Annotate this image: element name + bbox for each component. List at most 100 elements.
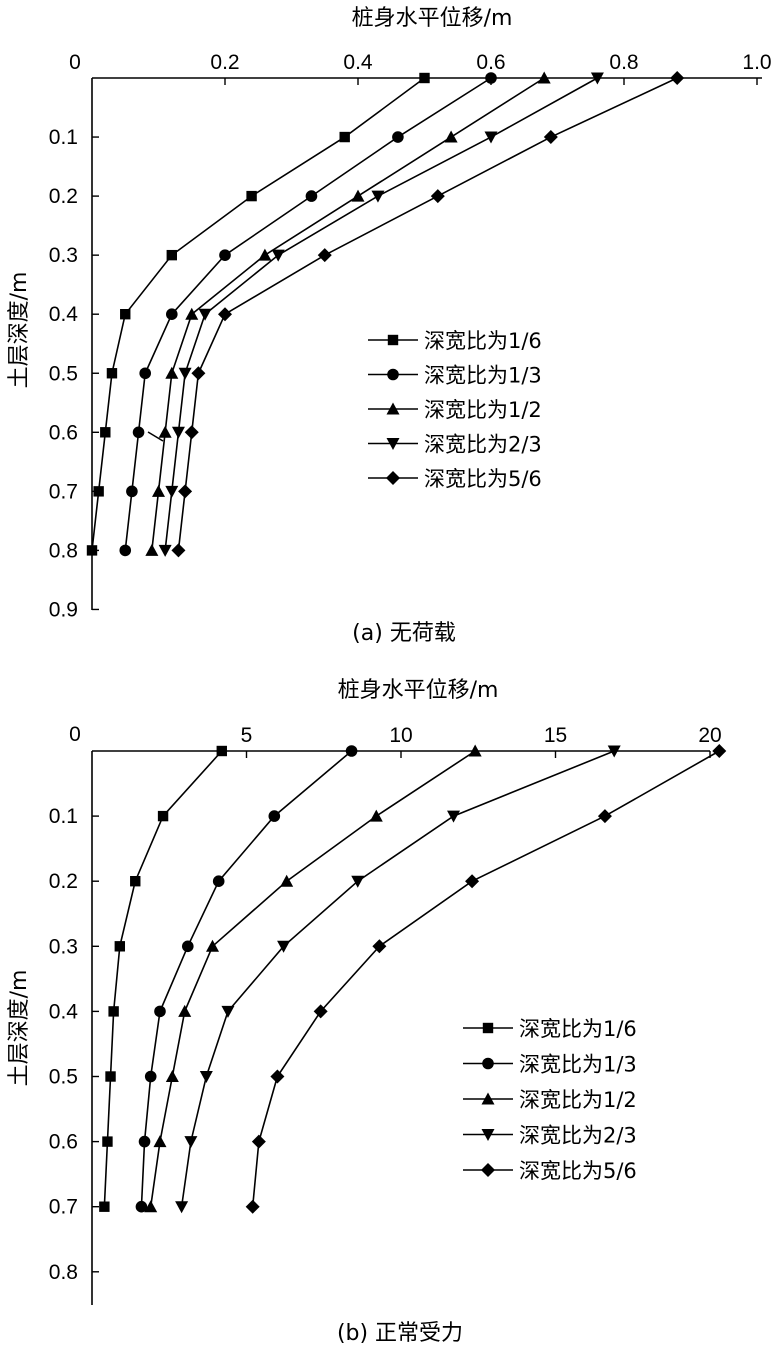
legend-label: 深宽比为2/3 bbox=[519, 1124, 637, 1148]
legend-item: 深宽比为5/6 bbox=[368, 467, 542, 491]
data-point bbox=[218, 307, 232, 322]
data-point bbox=[345, 745, 358, 757]
data-point bbox=[130, 876, 141, 887]
data-point bbox=[369, 809, 383, 822]
legend-label: 深宽比为1/2 bbox=[519, 1088, 637, 1112]
data-point bbox=[305, 190, 318, 202]
chart-b-legend: 深宽比为1/6 深宽比为1/3 深宽比为1/2 深宽比为2/3 深宽比为5/6 bbox=[463, 1017, 637, 1183]
data-point bbox=[277, 940, 291, 953]
chart-b-series bbox=[99, 744, 727, 1214]
data-point bbox=[270, 1069, 285, 1084]
data-point bbox=[245, 1199, 260, 1214]
y-tick-label: 0.2 bbox=[49, 185, 78, 208]
legend-item: 深宽比为1/2 bbox=[368, 398, 542, 422]
data-point bbox=[108, 1006, 119, 1017]
data-point bbox=[484, 131, 498, 144]
data-point bbox=[317, 248, 332, 263]
series-line bbox=[91, 77, 425, 551]
data-point bbox=[132, 426, 145, 439]
data-point bbox=[120, 309, 131, 320]
data-point bbox=[280, 874, 294, 887]
data-point bbox=[154, 1005, 166, 1018]
y-tick-label: 0.4 bbox=[49, 303, 79, 326]
chart-a-x-ticks: 0.2 0.4 0.6 0.8 1.0 bbox=[210, 51, 771, 85]
data-point bbox=[219, 249, 231, 261]
data-point bbox=[251, 1134, 266, 1149]
chart-b-y-axis-title: 土层深度/m bbox=[7, 970, 32, 1087]
y-tick-label: 0.1 bbox=[49, 126, 78, 149]
series-4 bbox=[158, 72, 604, 557]
series-2 bbox=[135, 745, 358, 1213]
chart-b-x-ticks: 5 10 15 20 bbox=[241, 724, 722, 758]
data-point bbox=[351, 875, 365, 888]
data-point bbox=[99, 1201, 110, 1212]
data-point bbox=[181, 940, 194, 953]
data-point bbox=[138, 1135, 151, 1148]
legend-item: 深宽比为1/6 bbox=[368, 329, 542, 353]
data-point bbox=[144, 1200, 158, 1213]
data-point bbox=[485, 72, 497, 84]
data-point bbox=[100, 427, 111, 438]
x-tick-label: 0.4 bbox=[343, 51, 373, 74]
data-point bbox=[597, 809, 612, 824]
data-point bbox=[271, 249, 285, 262]
legend-item: 深宽比为2/3 bbox=[463, 1124, 637, 1148]
legend-label: 深宽比为5/6 bbox=[424, 467, 542, 491]
data-point bbox=[447, 810, 461, 823]
data-point bbox=[165, 485, 179, 498]
series-3 bbox=[145, 71, 551, 556]
series-line bbox=[251, 750, 720, 1207]
y-tick-label: 0.6 bbox=[49, 421, 78, 444]
data-point bbox=[590, 72, 604, 85]
legend-marker bbox=[482, 1057, 494, 1070]
y-tick-label: 0.9 bbox=[49, 598, 78, 621]
data-point bbox=[465, 874, 480, 889]
x-tick-label: 0.6 bbox=[476, 51, 505, 74]
legend-item: 深宽比为1/3 bbox=[368, 364, 542, 388]
x-tick-label: 10 bbox=[389, 724, 412, 747]
chart-a-caption: (a) 无荷载 bbox=[352, 621, 456, 646]
legend-marker bbox=[482, 1022, 494, 1034]
x-tick-label: 1.0 bbox=[742, 51, 771, 74]
legend-label: 深宽比为1/3 bbox=[424, 364, 542, 388]
legend-marker bbox=[387, 334, 399, 346]
data-point bbox=[268, 810, 281, 822]
legend-item: 深宽比为5/6 bbox=[463, 1159, 637, 1183]
data-point bbox=[444, 130, 458, 143]
legend-label: 深宽比为2/3 bbox=[424, 433, 542, 457]
data-point bbox=[145, 543, 159, 556]
data-point bbox=[543, 130, 558, 145]
data-point bbox=[206, 939, 220, 952]
legend-item: 深宽比为1/6 bbox=[463, 1017, 637, 1041]
data-point bbox=[313, 1004, 328, 1019]
y-tick-label: 0.3 bbox=[49, 244, 78, 267]
data-point bbox=[178, 367, 192, 380]
chart-a-no-load: 桩身水平位移/m 0 土层深度/m 0.2 0.4 0.6 0.8 1.0 0.1 0.2… bbox=[7, 6, 771, 646]
series-5 bbox=[171, 71, 685, 558]
data-point bbox=[372, 939, 387, 954]
data-point bbox=[126, 485, 138, 498]
y-tick-label: 0.3 bbox=[49, 935, 78, 958]
data-point bbox=[157, 810, 169, 822]
series-line bbox=[140, 750, 353, 1207]
chart-a-leader-line bbox=[147, 431, 164, 442]
data-point bbox=[670, 71, 685, 85]
data-point bbox=[175, 1201, 189, 1214]
y-tick-label: 0.1 bbox=[49, 805, 78, 828]
chart-a-x-origin-label: 0 bbox=[69, 51, 81, 74]
y-tick-label: 0.6 bbox=[49, 1131, 78, 1154]
legend-item: 深宽比为1/2 bbox=[463, 1088, 637, 1112]
data-point bbox=[102, 1136, 113, 1147]
data-point bbox=[166, 249, 177, 261]
legend-label: 深宽比为1/6 bbox=[519, 1017, 637, 1041]
chart-a-y-ticks: 0.1 0.2 0.3 0.4 0.5 0.6 0.7 0.8 0.9 bbox=[49, 126, 99, 621]
data-point bbox=[430, 189, 445, 204]
x-tick-label: 0.2 bbox=[210, 51, 239, 74]
data-point bbox=[184, 425, 199, 440]
data-point bbox=[199, 1071, 213, 1083]
data-point bbox=[93, 486, 104, 497]
chart-b-y-ticks: 0.1 0.2 0.3 0.4 0.5 0.6 0.7 0.8 bbox=[49, 805, 99, 1284]
legend-item: 深宽比为1/3 bbox=[463, 1053, 637, 1077]
data-point bbox=[216, 745, 227, 757]
data-point bbox=[246, 190, 257, 202]
